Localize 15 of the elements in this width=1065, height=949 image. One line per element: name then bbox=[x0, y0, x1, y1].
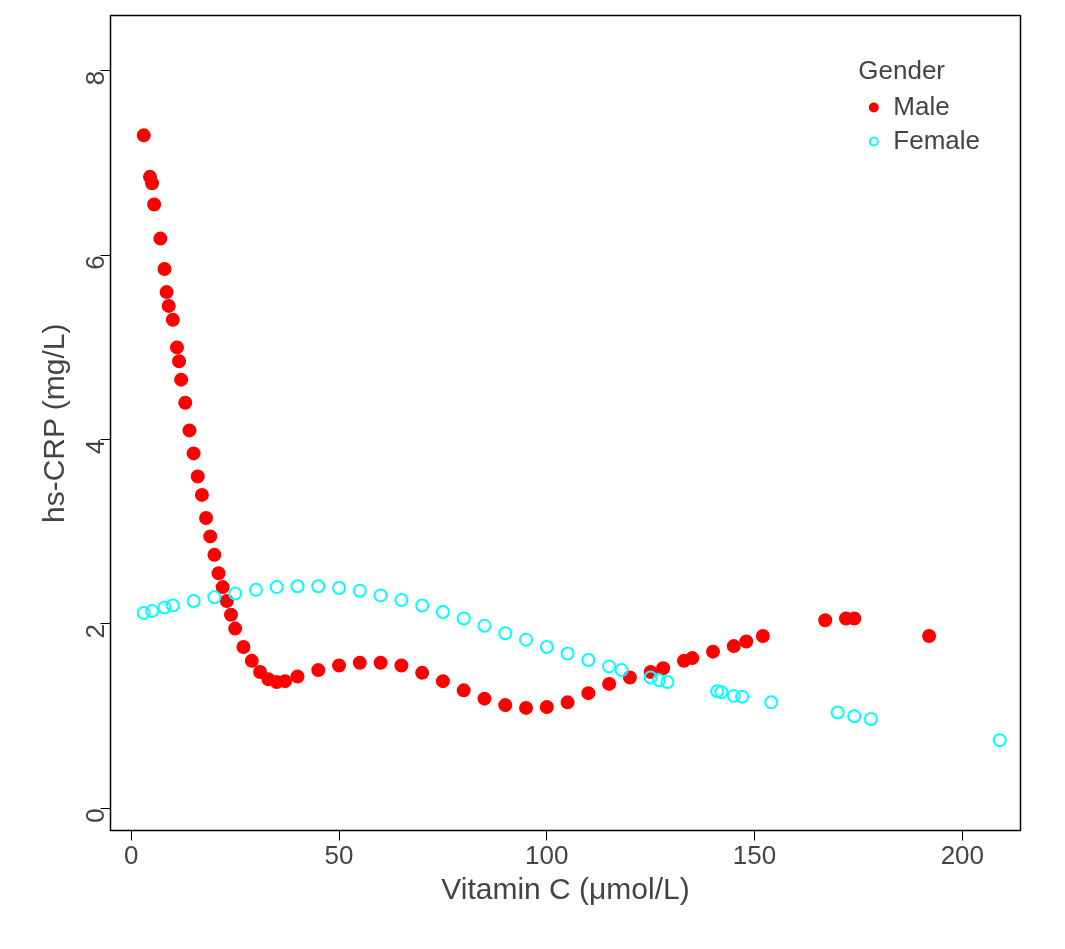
legend-label: Female bbox=[893, 125, 980, 156]
x-tick-label: 150 bbox=[732, 839, 777, 870]
x-axis-title: Vitamin C (μmol/L) bbox=[441, 871, 690, 905]
y-axis-title: hs-CRP (mg/L) bbox=[36, 323, 70, 524]
y-tick-label: 0 bbox=[80, 808, 111, 823]
y-tick-label: 4 bbox=[80, 439, 111, 455]
x-tick-label: 50 bbox=[324, 839, 354, 870]
y-tick-label: 6 bbox=[80, 255, 111, 270]
x-tick-label: 200 bbox=[940, 839, 985, 870]
x-tick-label: 0 bbox=[124, 839, 139, 870]
legend-label: Male bbox=[893, 91, 950, 122]
y-tick-label: 8 bbox=[80, 70, 111, 86]
y-tick-label: 2 bbox=[80, 623, 111, 639]
legend-title: Gender bbox=[858, 55, 947, 86]
x-tick-label: 100 bbox=[525, 839, 569, 870]
